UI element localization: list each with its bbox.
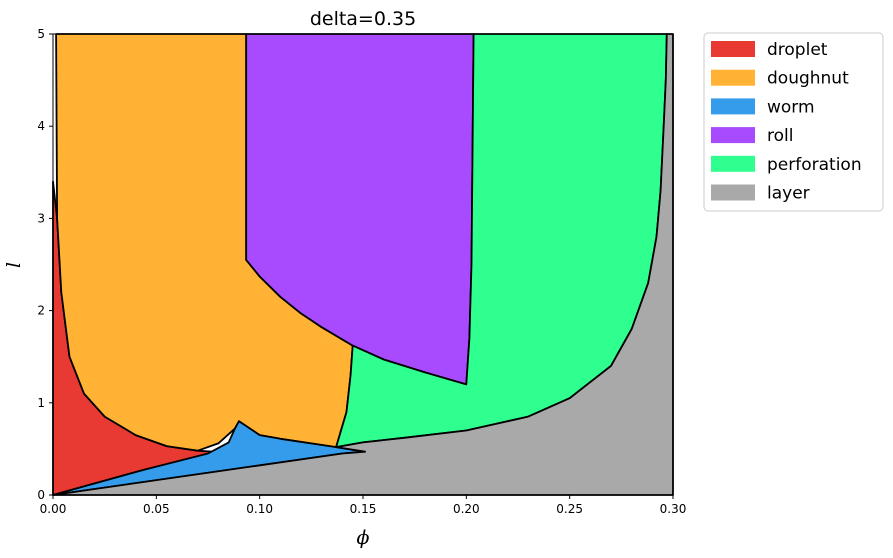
legend-swatch-worm: [711, 98, 755, 115]
legend-label-perforation: perforation: [767, 155, 862, 175]
region-layer: [52, 33, 674, 496]
legend-swatch-layer: [711, 184, 755, 201]
y-axis-ticks: 0 1 2 3 4 5: [37, 27, 53, 502]
x-tick-label: 0.25: [556, 502, 583, 516]
x-tick-label: 0.20: [453, 502, 480, 516]
legend-swatch-roll: [711, 127, 755, 144]
y-tick-label: 3: [37, 211, 45, 225]
phase-regions: [52, 33, 674, 496]
x-tick-label: 0.15: [350, 502, 377, 516]
x-axis-label: ϕ: [357, 527, 370, 549]
legend-label-layer: layer: [767, 184, 810, 204]
x-tick-label: 0.05: [143, 502, 170, 516]
x-tick-label: 0.10: [246, 502, 273, 516]
y-axis-label: l: [3, 262, 25, 268]
y-tick-label: 4: [37, 119, 45, 133]
legend-label-roll: roll: [767, 126, 793, 146]
legend-swatch-doughnut: [711, 69, 755, 86]
chart-title: delta=0.35: [310, 8, 416, 30]
x-tick-label: 0.00: [40, 502, 67, 516]
y-tick-label: 1: [37, 396, 45, 410]
x-tick-label: 0.30: [660, 502, 687, 516]
x-axis-ticks: 0.00 0.05 0.10 0.15 0.20 0.25 0.30: [40, 495, 687, 516]
legend-swatch-perforation: [711, 155, 755, 172]
y-tick-label: 2: [37, 304, 45, 318]
legend-swatch-droplet: [711, 41, 755, 57]
y-tick-label: 0: [37, 488, 45, 502]
legend-label-worm: worm: [767, 97, 815, 117]
y-tick-label: 5: [37, 27, 45, 41]
legend: droplet doughnut worm roll perforation layer: [703, 32, 884, 212]
legend-label-droplet: droplet: [767, 40, 828, 60]
legend-label-doughnut: doughnut: [767, 69, 849, 89]
